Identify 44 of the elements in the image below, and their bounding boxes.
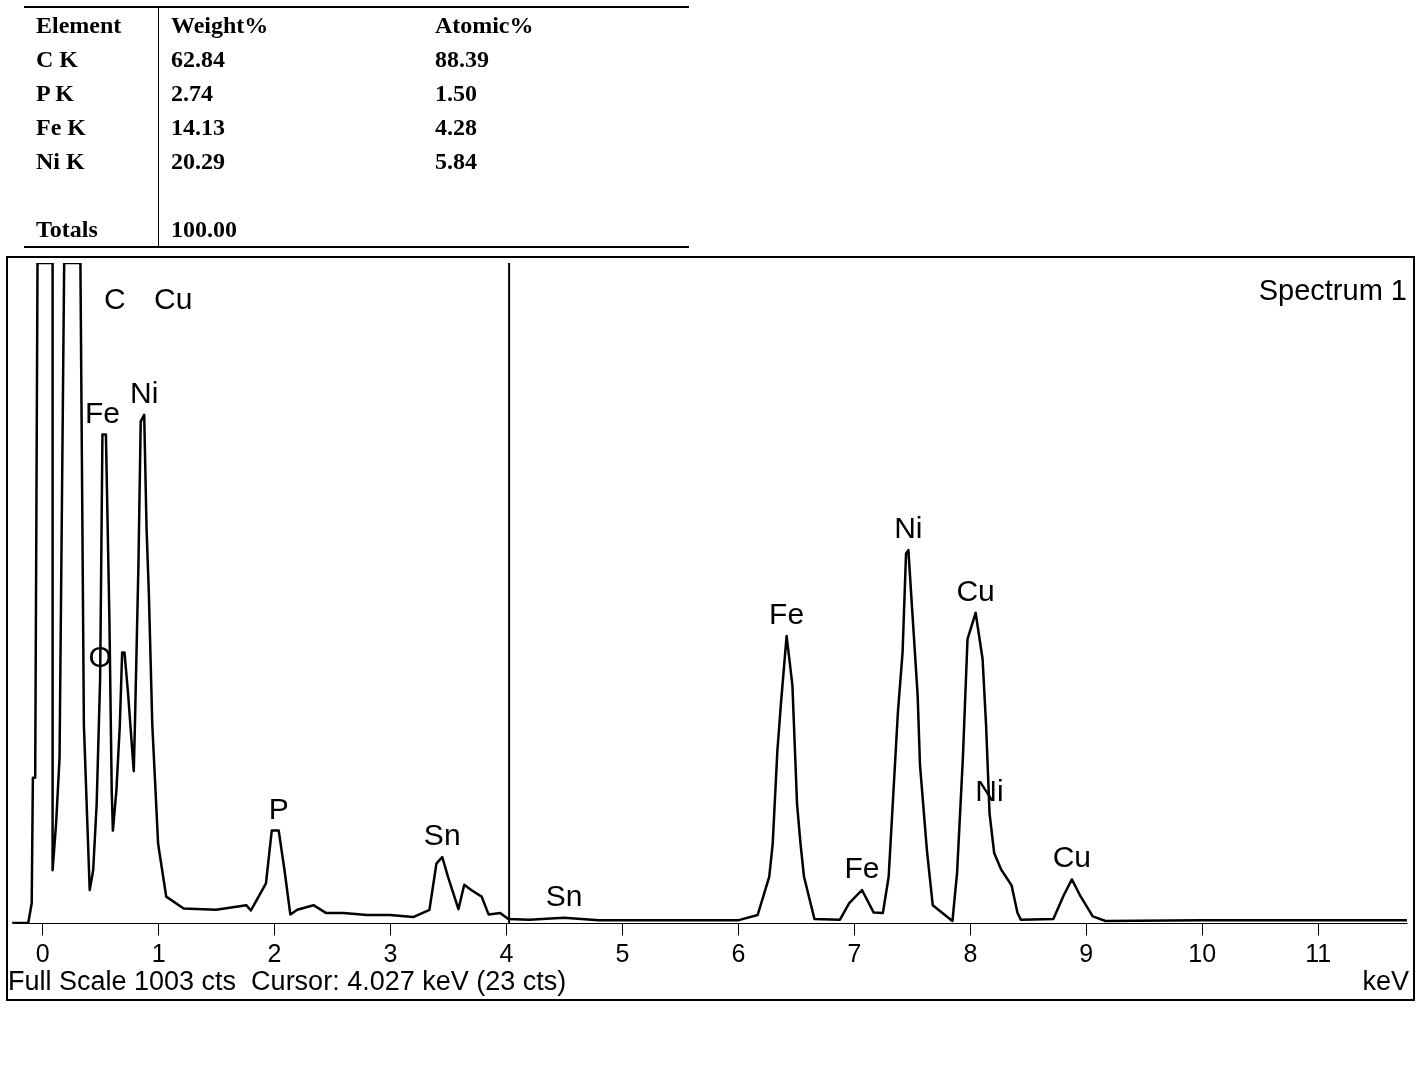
text: Element (24, 7, 159, 42)
x-tick-label: 1 (151, 938, 166, 967)
data-label: 1.50 (433, 79, 478, 108)
data-label: 20.29 (170, 147, 226, 176)
x-tick-label: 6 (731, 938, 746, 967)
annotation: Fe (84, 395, 120, 429)
x-tick-label: 8 (963, 938, 978, 967)
category-label: Totals (24, 212, 159, 247)
annotation: Ni (894, 511, 923, 545)
category-label: Fe K (24, 110, 159, 144)
annotation: Sn (423, 818, 461, 851)
x-tick-label: 10 (1188, 938, 1217, 967)
data-label: 100.00 (170, 215, 238, 244)
data-label: 62.84 (170, 45, 226, 74)
data-label: 88.39 (433, 45, 490, 74)
annotation: P (268, 791, 289, 825)
x-tick-label: 0 (35, 938, 50, 967)
data-label: 5.84 (433, 147, 478, 176)
annotation: Ni (130, 375, 159, 409)
x-tick-label: 3 (383, 938, 398, 967)
category-label: P K (24, 76, 159, 110)
annotation: Cu (154, 282, 193, 315)
x-tick-label: 5 (615, 938, 630, 967)
x-tick-label: 4 (499, 938, 514, 967)
annotation: Cu (1052, 840, 1092, 874)
category-label: Ni K (24, 144, 159, 178)
x-tick-label: 2 (267, 938, 282, 967)
category-label: C K (24, 42, 159, 76)
text: Weight% (170, 11, 270, 40)
annotation: Cu (956, 573, 995, 607)
text: Atomic% (433, 11, 535, 40)
chart-title: Spectrum 1 (1258, 274, 1407, 306)
x-tick-label: 11 (1305, 938, 1332, 967)
data-label: 14.13 (170, 113, 226, 142)
annotation: Sn (545, 878, 583, 912)
x-axis-title: keV (1362, 966, 1409, 997)
annotation: Fe (844, 851, 880, 884)
text: Full Scale 1003 cts Cursor: 4.027 keV (23 cts) (8, 966, 567, 997)
data-label: 4.28 (433, 113, 478, 142)
data-label: 2.74 (170, 79, 214, 108)
annotation: C (104, 282, 126, 315)
x-tick-label: 9 (1079, 938, 1094, 967)
annotation: Fe (769, 596, 805, 630)
x-tick-label: 7 (847, 938, 862, 967)
